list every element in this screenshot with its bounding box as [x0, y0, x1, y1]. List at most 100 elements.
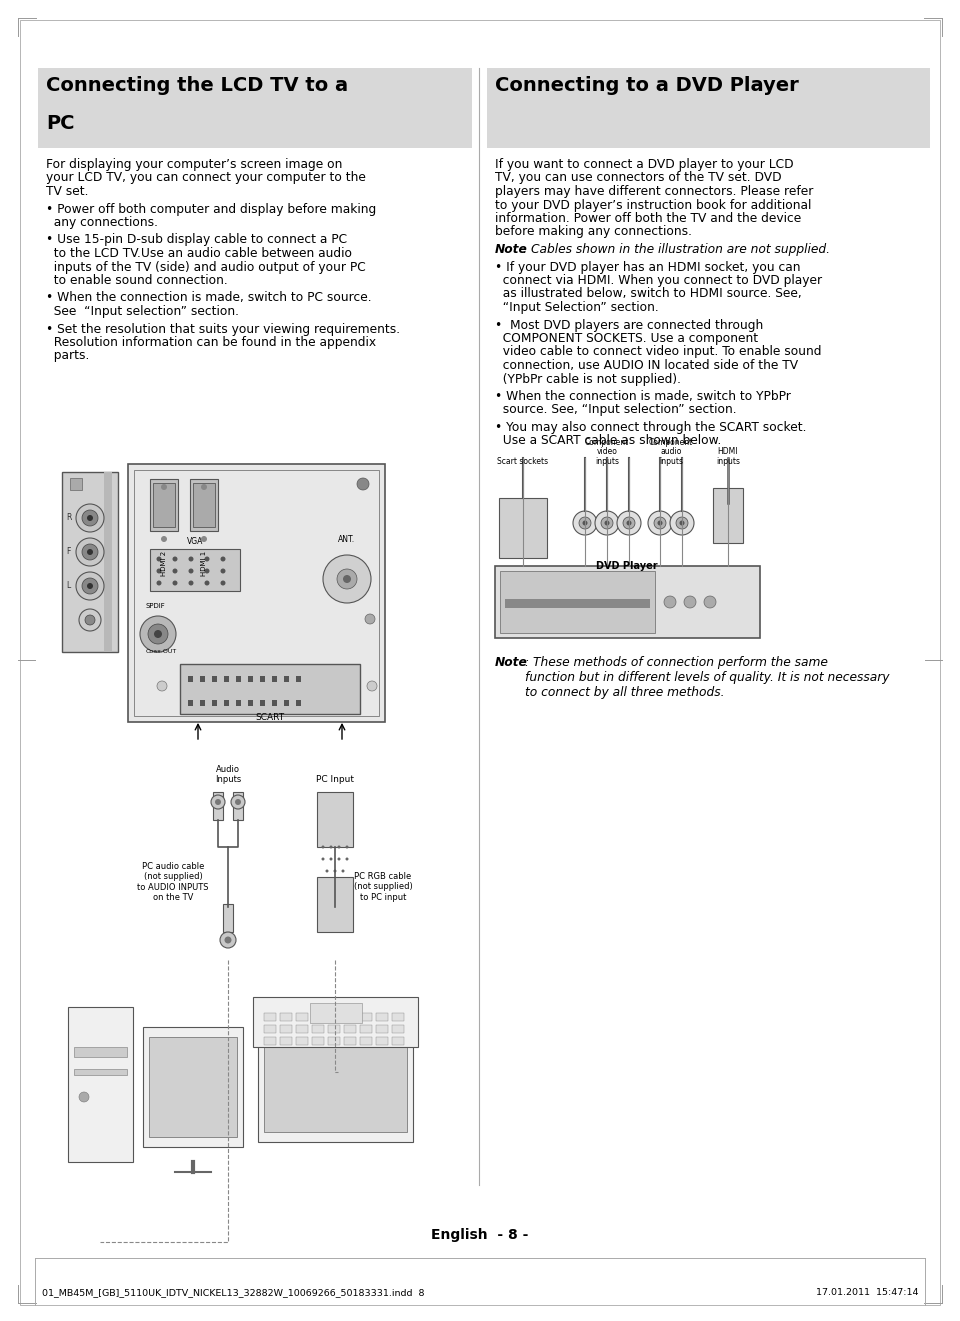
Circle shape	[156, 556, 161, 561]
Circle shape	[221, 580, 226, 585]
Bar	[224, 676, 229, 682]
Bar	[328, 1013, 340, 1021]
Circle shape	[322, 857, 324, 860]
Bar	[212, 700, 217, 705]
Bar	[188, 700, 193, 705]
Bar	[360, 1037, 372, 1045]
Text: : These methods of connection perform the same
function but in different levels : : These methods of connection perform th…	[525, 657, 890, 699]
Polygon shape	[499, 498, 547, 557]
Circle shape	[220, 933, 236, 948]
Circle shape	[573, 511, 597, 535]
Circle shape	[346, 857, 348, 860]
Bar	[344, 1025, 356, 1033]
Bar	[188, 676, 193, 682]
Circle shape	[325, 869, 328, 872]
Bar	[224, 700, 229, 705]
Bar	[392, 1037, 404, 1045]
Bar	[284, 700, 289, 705]
Text: Use a SCART cable as shown below.: Use a SCART cable as shown below.	[495, 435, 721, 448]
Circle shape	[211, 795, 225, 808]
Bar	[70, 478, 82, 490]
Bar	[223, 904, 233, 933]
Text: •  Most DVD players are connected through: • Most DVD players are connected through	[495, 318, 763, 332]
Circle shape	[225, 937, 231, 943]
Bar	[376, 1037, 388, 1045]
Circle shape	[337, 569, 357, 589]
Text: • If your DVD player has an HDMI socket, you can: • If your DVD player has an HDMI socket,…	[495, 260, 801, 273]
Bar	[272, 700, 277, 705]
Circle shape	[148, 624, 168, 645]
Text: Component
video
inputs: Component video inputs	[585, 437, 629, 466]
Bar	[213, 793, 223, 820]
Bar	[296, 1013, 308, 1021]
Circle shape	[221, 568, 226, 573]
Text: PC: PC	[46, 114, 75, 133]
Bar	[505, 598, 650, 608]
Circle shape	[365, 614, 375, 624]
Text: HDMI
inputs: HDMI inputs	[716, 448, 740, 466]
Text: • When the connection is made, switch to PC source.: • When the connection is made, switch to…	[46, 292, 372, 305]
Bar	[280, 1037, 292, 1045]
Circle shape	[173, 556, 178, 561]
Circle shape	[658, 520, 662, 526]
Circle shape	[201, 536, 207, 542]
Bar	[360, 1013, 372, 1021]
Text: For displaying your computer’s screen image on: For displaying your computer’s screen im…	[46, 159, 343, 170]
Text: players may have different connectors. Please refer: players may have different connectors. P…	[495, 185, 813, 198]
Circle shape	[188, 580, 194, 585]
Text: connection, use AUDIO IN located side of the TV: connection, use AUDIO IN located side of…	[495, 359, 798, 373]
Bar	[500, 571, 655, 633]
Bar	[233, 793, 243, 820]
Bar	[62, 472, 118, 653]
Bar	[104, 472, 112, 653]
Text: SPDIF: SPDIF	[146, 602, 166, 609]
Bar	[260, 700, 265, 705]
Circle shape	[664, 596, 676, 608]
Text: F: F	[66, 547, 70, 556]
Circle shape	[333, 869, 337, 872]
Circle shape	[154, 630, 162, 638]
Text: • Use 15-pin D-sub display cable to connect a PC: • Use 15-pin D-sub display cable to conn…	[46, 234, 348, 247]
Bar	[713, 487, 743, 543]
Circle shape	[623, 517, 635, 528]
Bar	[193, 483, 215, 527]
Circle shape	[357, 478, 369, 490]
Bar	[264, 1013, 276, 1021]
Text: COMPONENT SOCKETS. Use a component: COMPONENT SOCKETS. Use a component	[495, 332, 758, 345]
Bar	[260, 676, 265, 682]
Circle shape	[173, 580, 178, 585]
Bar	[180, 664, 360, 713]
Circle shape	[670, 511, 694, 535]
Bar	[328, 1025, 340, 1033]
Bar	[264, 1032, 407, 1132]
Bar	[376, 1013, 388, 1021]
Text: information. Power off both the TV and the device: information. Power off both the TV and t…	[495, 211, 802, 225]
Bar	[128, 464, 385, 723]
Bar	[495, 565, 760, 638]
Text: DVD Player: DVD Player	[596, 561, 658, 571]
Text: TV, you can use connectors of the TV set. DVD: TV, you can use connectors of the TV set…	[495, 172, 781, 185]
Bar	[258, 1022, 413, 1141]
Text: parts.: parts.	[46, 350, 89, 362]
Circle shape	[87, 515, 93, 520]
Circle shape	[235, 799, 241, 804]
Circle shape	[156, 580, 161, 585]
Bar	[360, 1025, 372, 1033]
Bar	[317, 877, 353, 933]
Bar	[310, 1003, 362, 1022]
Text: “Input Selection” section.: “Input Selection” section.	[495, 301, 659, 314]
Circle shape	[85, 616, 95, 625]
Bar	[264, 1025, 276, 1033]
Text: as illustrated below, switch to HDMI source. See,: as illustrated below, switch to HDMI sou…	[495, 288, 802, 300]
Text: source. See, “Input selection” section.: source. See, “Input selection” section.	[495, 403, 736, 416]
Text: Note: Note	[495, 657, 528, 668]
Bar	[264, 1037, 276, 1045]
Bar	[280, 1025, 292, 1033]
Text: • Power off both computer and display before making: • Power off both computer and display be…	[46, 202, 376, 215]
Circle shape	[157, 682, 167, 691]
Bar	[328, 1037, 340, 1045]
Text: to your DVD player’s instruction book for additional: to your DVD player’s instruction book fo…	[495, 198, 811, 211]
Bar	[236, 700, 241, 705]
Bar	[190, 480, 218, 531]
Bar	[296, 1037, 308, 1045]
